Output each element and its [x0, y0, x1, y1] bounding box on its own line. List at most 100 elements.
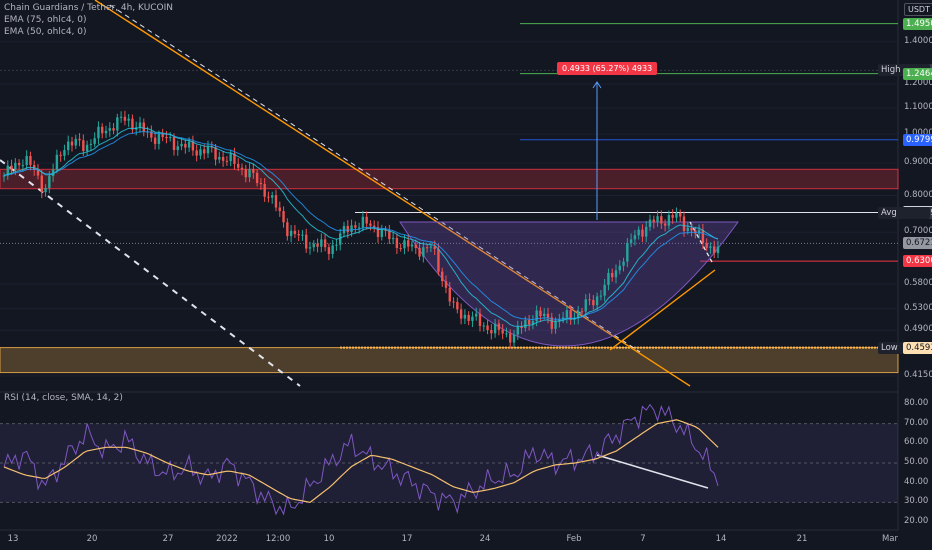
candle-body [123, 116, 127, 121]
candle-body [588, 299, 591, 301]
candle-body [55, 154, 59, 170]
candle-body [271, 195, 274, 198]
candle-body [119, 116, 123, 118]
candle-body [21, 165, 25, 167]
price-tick-label-5: 0.8000 [904, 189, 932, 200]
candle-body [603, 284, 606, 296]
chart-levels [0, 23, 898, 503]
rsi-line [3, 403, 719, 516]
price-tag-2: 1.2464 [903, 67, 932, 80]
candle-body [89, 143, 93, 145]
candle-body [327, 247, 331, 254]
candle-body [456, 302, 459, 310]
candle-body [210, 146, 213, 148]
candle-body [218, 156, 221, 160]
candle-body [648, 219, 652, 227]
candle-body [422, 247, 425, 257]
candle-body [569, 310, 572, 320]
candle-body [176, 146, 179, 151]
currency-button[interactable]: USDT [904, 3, 932, 16]
candle-body [350, 225, 353, 233]
candle-body [437, 248, 440, 272]
rsi-tick-label-2: 60.00 [904, 437, 929, 448]
time-tick-label-1: 20 [86, 534, 98, 544]
candle-body [425, 247, 429, 249]
candle-body [289, 230, 293, 237]
candle-body [475, 313, 478, 317]
candle-body [490, 330, 493, 334]
candle-body [663, 223, 667, 226]
candle-body [165, 136, 168, 138]
candle-body [388, 230, 391, 240]
rsi-tick-label-0: 80.00 [904, 397, 929, 408]
candle-body [153, 137, 157, 144]
candle-body [611, 272, 614, 278]
rsi-band [0, 423, 898, 503]
rsi-tick-label-4: 40.00 [904, 476, 929, 487]
descending-trendline-dashed [109, 4, 641, 353]
candle-body [410, 244, 414, 247]
candle-body [705, 243, 708, 248]
candle-body [127, 118, 130, 121]
rsi-layer [3, 403, 719, 516]
price-tick-label-10: 0.4150 [904, 369, 932, 380]
candle-body [501, 329, 504, 334]
candle-body [93, 138, 96, 144]
candle-body [418, 247, 421, 257]
candle-body [142, 122, 145, 132]
time-tick-label-10: 14 [715, 534, 727, 544]
candle-body [305, 234, 308, 249]
candle-body [316, 243, 319, 247]
time-tick-label-4: 12:00 [265, 534, 291, 544]
price-tick-label-6: 0.7000 [904, 226, 932, 237]
candle-body [463, 314, 467, 319]
candle-body [395, 237, 399, 249]
price-tag-0: 1.4950 [903, 17, 932, 30]
candle-body [229, 153, 232, 162]
candle-body [577, 311, 580, 319]
ema75-legend[interactable]: EMA (75, ohlc4, 0) [4, 15, 87, 25]
ema50-line [3, 126, 719, 328]
candle-body [509, 333, 512, 343]
candle-body [554, 321, 557, 329]
time-tick-label-6: 17 [401, 534, 413, 544]
candle-body [2, 175, 6, 177]
ema50-legend[interactable]: EMA (50, ohlc4, 0) [4, 27, 87, 37]
candle-body [237, 163, 240, 168]
candle-body [599, 295, 603, 297]
candle-body [391, 237, 395, 240]
candle-body [82, 140, 85, 152]
candle-body [618, 265, 621, 271]
candle-body [157, 133, 161, 144]
candle-body [444, 281, 448, 288]
chart-zones [0, 168, 899, 503]
candle-body [633, 235, 637, 240]
candle-body [40, 175, 43, 193]
candle-body [101, 126, 104, 134]
measure-label: 0.4933 (65.27%) 4933 [557, 62, 658, 75]
candle-body [59, 154, 62, 156]
candle-body [690, 227, 693, 231]
candle-body [595, 296, 599, 306]
candle-body [112, 128, 115, 131]
candle-body [516, 326, 519, 335]
candle-body [701, 229, 705, 244]
candle-body [679, 213, 682, 217]
price-tick-label-4: 0.9000 [904, 157, 932, 168]
candle-body [486, 325, 489, 331]
candle-body [622, 261, 625, 266]
symbol-legend[interactable]: Chain Guardians / Tether, 4h, KUCOIN [4, 3, 174, 13]
candle-body [263, 184, 266, 197]
candle-body [116, 117, 119, 131]
candle-body [354, 225, 357, 228]
candle-body [203, 149, 206, 154]
candle-body [652, 219, 655, 223]
ema75-line [3, 131, 719, 321]
price-tick-label-9: 0.4900 [904, 324, 932, 335]
rsi-legend[interactable]: RSI (14, close, SMA, 14, 2) [4, 393, 123, 403]
candle-body [452, 301, 455, 303]
candle-body [286, 222, 289, 237]
candle-body [543, 313, 546, 316]
